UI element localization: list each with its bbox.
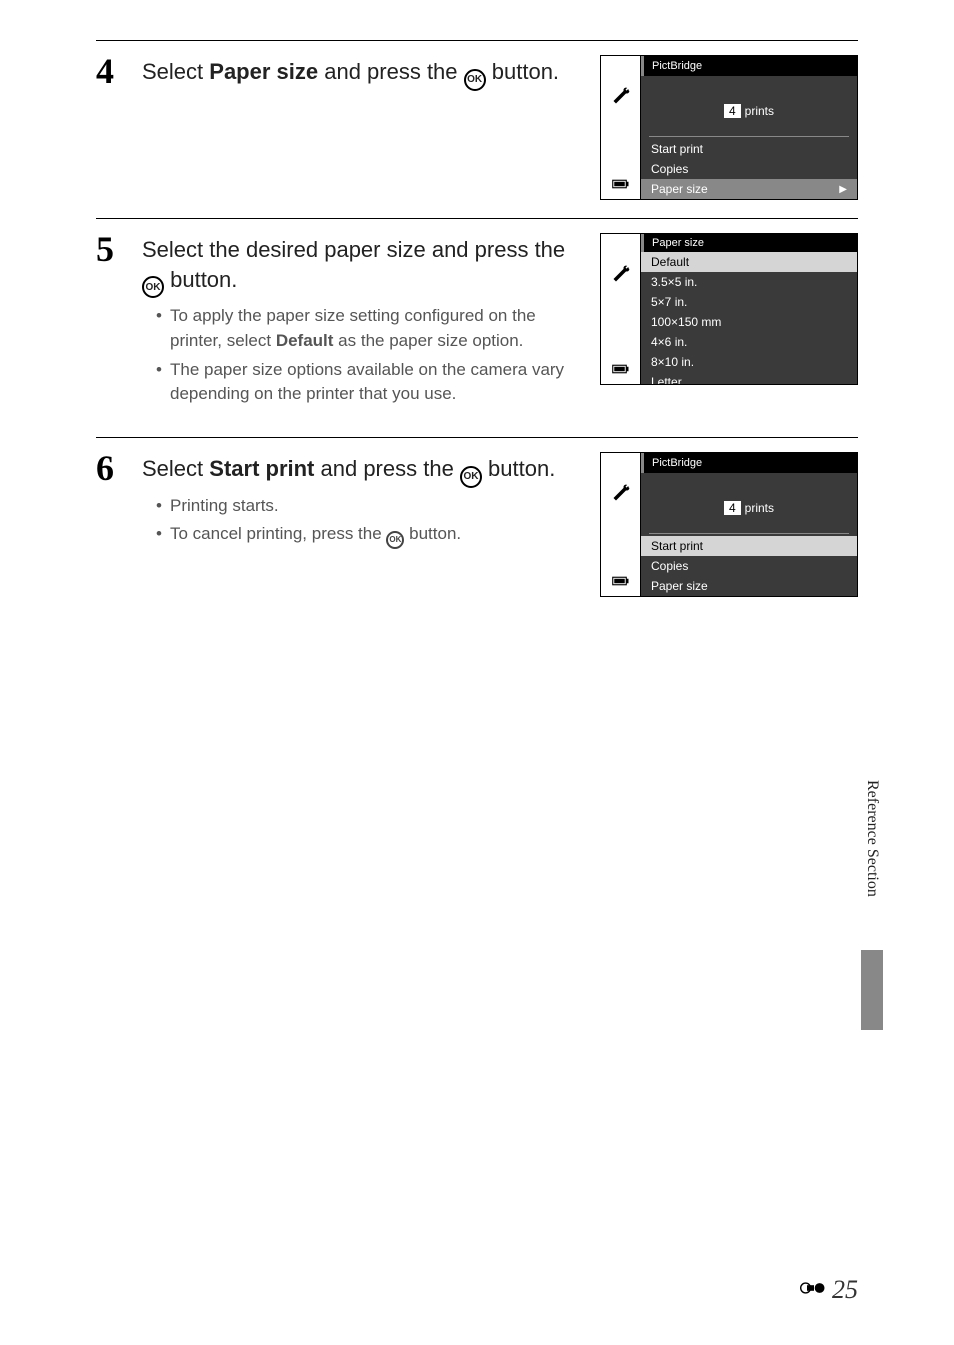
text: as the paper size option. — [333, 331, 523, 350]
step-number: 5 — [96, 231, 124, 267]
bullet-list: To apply the paper size setting configur… — [142, 304, 590, 407]
side-tab: Reference Section — [860, 780, 884, 1030]
text: button. — [164, 267, 237, 292]
prints-count: 4 — [724, 501, 741, 515]
option: 5×7 in. — [641, 292, 857, 312]
lcd-screen-step5: Paper size Default 3.5×5 in. 5×7 in. 100… — [600, 233, 858, 385]
ok-icon: OK — [464, 69, 486, 91]
option-cutoff: Letter — [641, 372, 857, 384]
menu-item: Start print — [641, 139, 857, 159]
ok-icon: OK — [386, 531, 404, 549]
step-6: 6 Select Start print and press the OK bu… — [96, 450, 590, 553]
text: and press the — [318, 59, 464, 84]
menu-item-selected: Start print — [641, 536, 857, 556]
list-item: To apply the paper size setting configur… — [156, 304, 590, 353]
step-5-row: 5 Select the desired paper size and pres… — [96, 231, 858, 419]
step-5: 5 Select the desired paper size and pres… — [96, 231, 590, 411]
prints-label: prints — [745, 501, 774, 515]
text: Select — [142, 456, 209, 481]
step-title: Select Start print and press the OK butt… — [142, 454, 590, 488]
text: button. — [482, 456, 555, 481]
wrench-icon — [611, 86, 631, 109]
ok-icon: OK — [142, 276, 164, 298]
text: Select the desired paper size and press … — [142, 237, 565, 262]
chevron-right-icon: ▶ — [839, 184, 847, 195]
option-selected: Default — [641, 252, 857, 272]
bold-text: Start print — [209, 456, 314, 481]
lcd-body: 4 prints Start print Copies Paper size ▶ — [641, 76, 857, 199]
list-item: The paper size options available on the … — [156, 358, 590, 407]
option: 100×150 mm — [641, 312, 857, 332]
step-title: Select the desired paper size and press … — [142, 235, 590, 298]
menu-item: Copies — [641, 159, 857, 179]
option: 4×6 in. — [641, 332, 857, 352]
wrench-icon — [611, 264, 631, 287]
lcd-screen-step6: PictBridge 4 prints Start print Copies Pa… — [600, 452, 858, 597]
list-item: Printing starts. — [156, 494, 590, 519]
section-icon — [800, 1279, 828, 1302]
step-body: Select Start print and press the OK butt… — [142, 450, 590, 553]
text: button. — [404, 524, 461, 543]
prints-indicator: 4 prints — [641, 473, 857, 533]
text: button. — [486, 59, 559, 84]
prints-indicator: 4 prints — [641, 76, 857, 136]
ok-icon: OK — [460, 466, 482, 488]
option: 3.5×5 in. — [641, 272, 857, 292]
divider — [649, 533, 849, 534]
step-body: Select Paper size and press the OK butto… — [142, 53, 590, 97]
lcd-header: PictBridge — [641, 453, 857, 473]
lcd-main: PictBridge 4 prints Start print Copies Pa… — [641, 56, 857, 199]
lcd-body: 4 prints Start print Copies Paper size — [641, 473, 857, 596]
step-4-row: 4 Select Paper size and press the OK but… — [96, 53, 858, 200]
menu-item: Copies — [641, 556, 857, 576]
prints-count: 4 — [724, 104, 741, 118]
separator-rule — [96, 437, 858, 438]
side-tab-label: Reference Section — [863, 780, 881, 946]
text: To cancel printing, press the — [170, 524, 386, 543]
top-rule — [96, 40, 858, 41]
prints-label: prints — [745, 104, 774, 118]
text: Select — [142, 59, 209, 84]
wrench-icon — [611, 483, 631, 506]
page-footer: 25 — [800, 1275, 858, 1305]
text: and press the — [314, 456, 460, 481]
lcd-sidebar — [601, 56, 641, 199]
lcd-screen-step4: PictBridge 4 prints Start print Copies Pa… — [600, 55, 858, 200]
bullet-list: Printing starts. To cancel printing, pre… — [142, 494, 590, 549]
lcd-sidebar — [601, 234, 641, 384]
separator-rule — [96, 218, 858, 219]
battery-icon — [612, 363, 630, 378]
step-4: 4 Select Paper size and press the OK but… — [96, 53, 590, 97]
step-6-row: 6 Select Start print and press the OK bu… — [96, 450, 858, 597]
lcd-main: Paper size Default 3.5×5 in. 5×7 in. 100… — [641, 234, 857, 384]
lcd-sidebar — [601, 453, 641, 596]
side-tab-marker — [861, 950, 883, 1030]
lcd-header: Paper size — [641, 234, 857, 252]
step-number: 4 — [96, 53, 124, 89]
bold-text: Paper size — [209, 59, 318, 84]
battery-icon — [612, 575, 630, 590]
list-item: To cancel printing, press the OK button. — [156, 522, 590, 549]
menu-item: Paper size — [641, 576, 857, 596]
step-number: 6 — [96, 450, 124, 486]
menu-item-selected: Paper size ▶ — [641, 179, 857, 199]
menu-label: Paper size — [651, 182, 708, 196]
lcd-header: PictBridge — [641, 56, 857, 76]
battery-icon — [612, 178, 630, 193]
step-body: Select the desired paper size and press … — [142, 231, 590, 411]
page-container: 4 Select Paper size and press the OK but… — [0, 0, 954, 1345]
step-title: Select Paper size and press the OK butto… — [142, 57, 590, 91]
option: 8×10 in. — [641, 352, 857, 372]
page-number: 25 — [832, 1275, 858, 1305]
divider — [649, 136, 849, 137]
bold-text: Default — [276, 331, 334, 350]
lcd-main: PictBridge 4 prints Start print Copies Pa… — [641, 453, 857, 596]
